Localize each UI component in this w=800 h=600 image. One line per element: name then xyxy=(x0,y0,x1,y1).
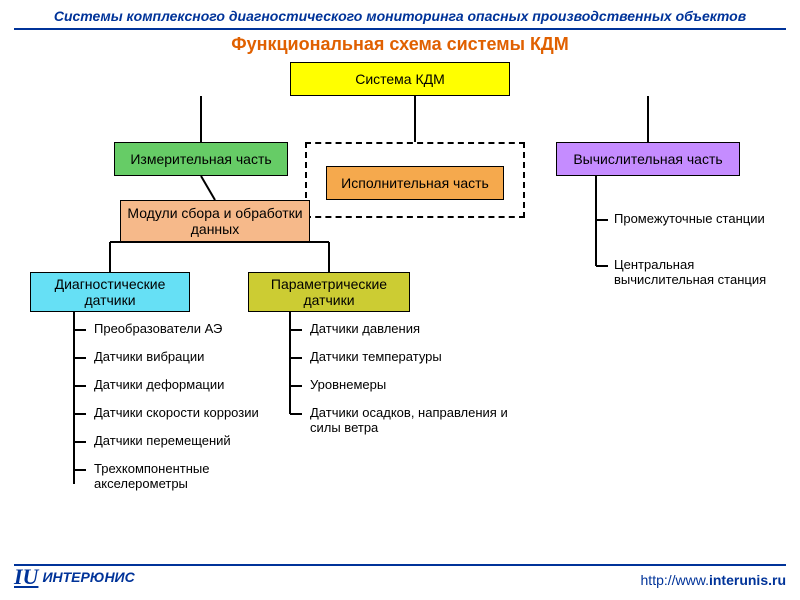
calc-item: Промежуточные станции xyxy=(614,212,774,227)
calc-item: Центральная вычислительная станция xyxy=(614,258,774,288)
diag-item: Датчики вибрации xyxy=(94,350,284,365)
diagram-title: Функциональная схема системы КДМ xyxy=(0,34,800,55)
footer-brand-text: ИНТЕРЮНИС xyxy=(42,569,134,585)
diag-item: Датчики скорости коррозии xyxy=(94,406,284,421)
node-execution: Исполнительная часть xyxy=(326,166,504,200)
node-measurement: Измерительная часть xyxy=(114,142,288,176)
header-rule xyxy=(14,28,786,30)
param-item: Датчики осадков, направления и силы ветр… xyxy=(310,406,520,436)
param-item: Датчики давления xyxy=(310,322,520,337)
page-header: Системы комплексного диагностического мо… xyxy=(0,8,800,24)
param-item: Уровнемеры xyxy=(310,378,520,393)
diag-item: Трехкомпонентные акселерометры xyxy=(94,462,284,492)
footer-url: http://www.interunis.ru xyxy=(641,572,786,588)
node-computation: Вычислительная часть xyxy=(556,142,740,176)
footer-brand: IU ИНТЕРЮНИС xyxy=(14,564,135,590)
diag-item: Преобразователи АЭ xyxy=(94,322,284,337)
footer-logo: IU xyxy=(14,564,38,590)
node-diag-sensors: Диагностические датчики xyxy=(30,272,190,312)
diag-item: Датчики перемещений xyxy=(94,434,284,449)
diag-item: Датчики деформации xyxy=(94,378,284,393)
node-root: Система КДМ xyxy=(290,62,510,96)
param-item: Датчики температуры xyxy=(310,350,520,365)
node-modules: Модули сбора и обработки данных xyxy=(120,200,310,242)
node-param-sensors: Параметрические датчики xyxy=(248,272,410,312)
